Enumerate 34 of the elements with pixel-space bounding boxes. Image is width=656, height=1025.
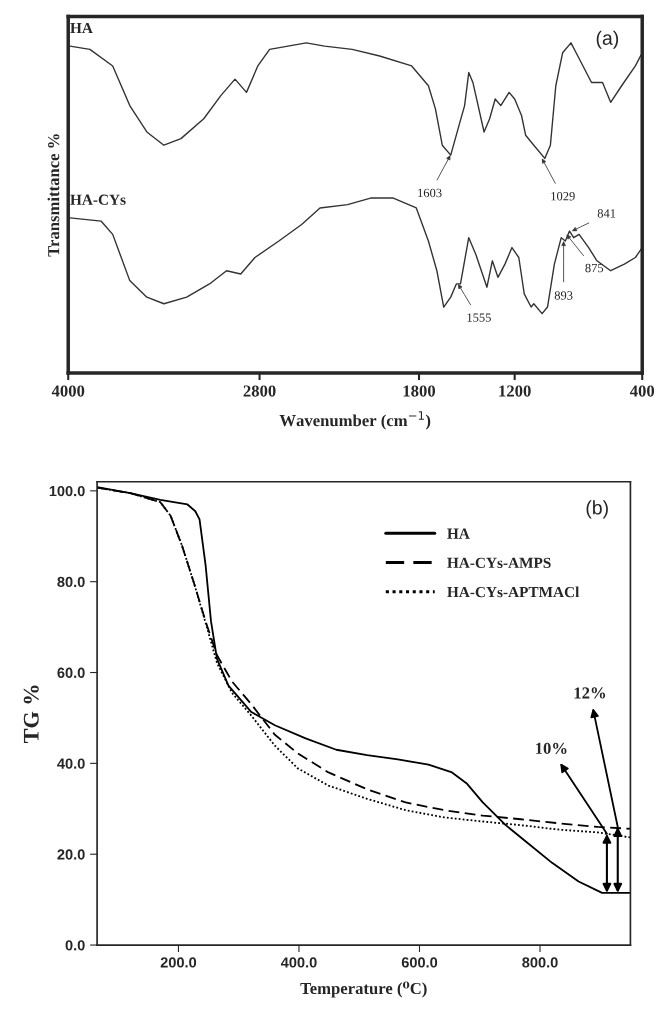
annotation: 841 [597,209,616,218]
y-tick-label: 80.0 [57,576,85,588]
x-tick-label: 600.0 [401,957,438,968]
annotation: 893 [554,291,573,300]
legend-label: HA-CYs-AMPS [447,557,551,568]
y-tick-label: 60.0 [57,667,85,678]
x-axis-title: Temperature (⁰C) [300,981,427,998]
x-tick-label: 4000 [51,385,85,397]
legend-label: HA-CYs-APTMACl [447,586,580,598]
x-tick-label: 1800 [403,385,436,397]
y-tick-label: 100.0 [49,485,85,497]
y-axis-title: TG % [23,685,39,743]
legend-label: HA [447,528,470,539]
x-tick-label: 1200 [499,385,531,397]
annotation: 1555 [467,313,491,322]
annotation: (a) [596,30,619,49]
y-tick-label: 40.0 [57,758,85,769]
annotation: 12% [574,687,606,699]
annotation: 10% [536,742,567,755]
annotation: 1029 [551,192,575,201]
x-tick-label: 400.0 [280,957,317,968]
y-tick-label: 0.0 [65,940,85,951]
x-tick-label: 2800 [243,385,276,397]
series-label: HA [70,22,93,33]
x-tick-label: 800.0 [522,957,558,968]
annotation: (b) [586,500,608,519]
y-axis-title: Transmittance % [47,134,60,257]
annotation: 1603 [418,188,442,198]
annotation: 875 [585,263,604,273]
series-label: HA-CYs [70,194,126,205]
y-tick-label: 20.0 [57,849,85,860]
x-tick-label: 200.0 [160,957,197,968]
x-axis-title: Wavenumber (cm$^{−1}$) [279,411,431,430]
x-tick-label: 400 [629,385,655,397]
